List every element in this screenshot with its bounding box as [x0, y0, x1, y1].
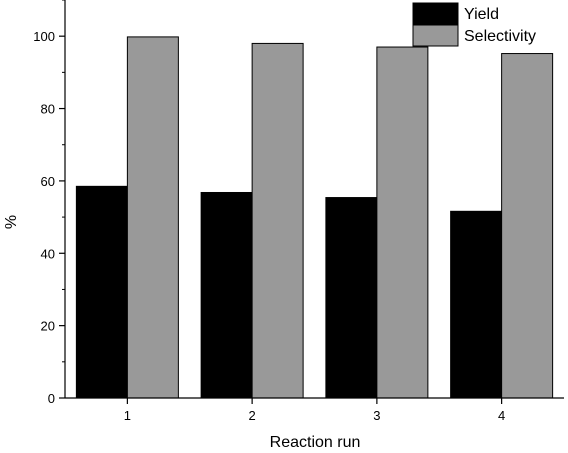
legend-swatch-selectivity — [412, 24, 459, 47]
bar-selectivity-run-4 — [501, 53, 554, 399]
bar-selectivity-run-3 — [376, 46, 429, 399]
bar-yield-run-1 — [75, 185, 128, 399]
y-tick-label: 60 — [41, 174, 55, 189]
y-tick-label: 40 — [41, 246, 55, 261]
axes-layer — [64, 0, 564, 399]
legend-swatch-yield — [412, 2, 459, 25]
legend-label-selectivity: Selectivity — [464, 28, 536, 45]
legend-label-yield: Yield — [464, 6, 499, 23]
bar-yield-run-2 — [200, 191, 253, 399]
y-axis-title: % — [3, 215, 20, 229]
x-tick-label: 2 — [249, 408, 256, 423]
x-tick-label: 1 — [124, 408, 131, 423]
bar-yield-run-3 — [325, 197, 378, 399]
y-tick-label: 20 — [41, 319, 55, 334]
bars-layer — [75, 36, 554, 399]
legend: Yield Selectivity — [412, 2, 536, 47]
x-ticks: 1 2 3 4 — [124, 398, 505, 423]
x-axis-title: Reaction run — [270, 434, 361, 451]
bar-selectivity-run-1 — [126, 36, 179, 399]
bar-selectivity-run-2 — [251, 42, 304, 399]
y-tick-label: 100 — [33, 29, 55, 44]
y-tick-label: 80 — [41, 102, 55, 117]
y-tick-label: 0 — [48, 391, 55, 406]
y-ticks: 0 20 40 60 80 100 — [33, 0, 65, 406]
x-tick-label: 4 — [498, 408, 505, 423]
bar-yield-run-4 — [450, 210, 503, 399]
x-tick-label: 3 — [373, 408, 380, 423]
